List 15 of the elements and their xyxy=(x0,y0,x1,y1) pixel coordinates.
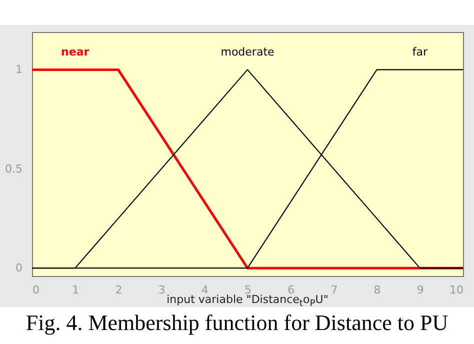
series-label: far xyxy=(412,46,428,59)
x-tick-label: 2 xyxy=(115,284,122,296)
y-tick-label: 1 xyxy=(16,63,22,76)
x-tick-label: 10 xyxy=(450,284,464,296)
series-label: moderate xyxy=(220,46,274,59)
caption: Fig. 4. Membership function for Distance to PU xyxy=(26,310,448,335)
y-tick-label: 0.5 xyxy=(5,162,22,176)
x-tick-label: 1 xyxy=(72,284,80,296)
x-tick-label: 3 xyxy=(158,284,166,296)
x-tick-label: 8 xyxy=(374,284,381,296)
series-label: near xyxy=(61,46,90,59)
x-tick-label: 9 xyxy=(416,284,424,296)
x-tick-label: 0 xyxy=(32,284,40,296)
y-tick-label: 0 xyxy=(16,262,22,275)
x-tick-label: 7 xyxy=(330,284,338,296)
